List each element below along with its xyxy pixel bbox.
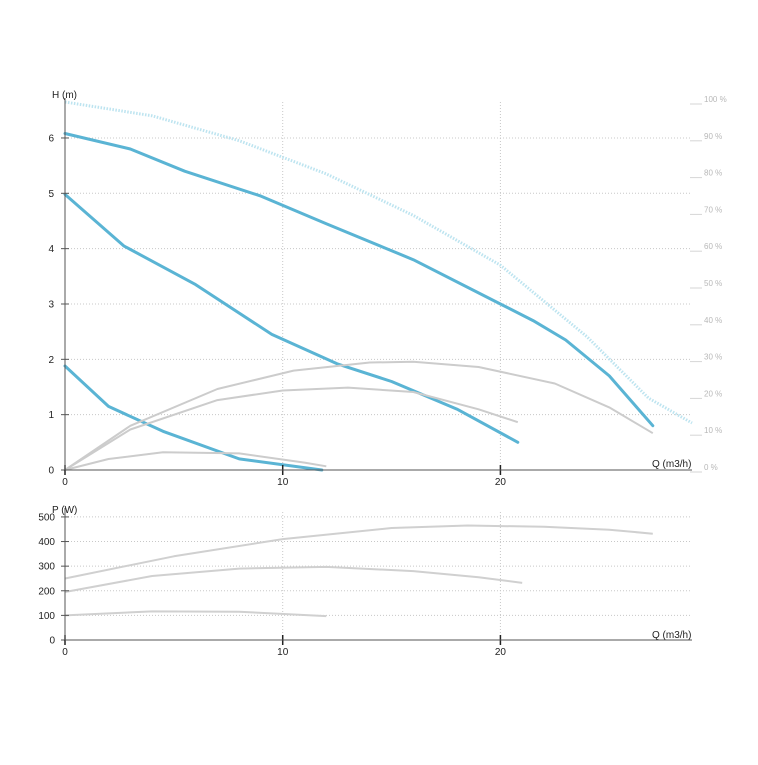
head-x-axis-label: Q (m3/h)	[652, 459, 691, 470]
efficiency-curve	[64, 386, 519, 471]
y2-tick-label: 90 %	[704, 132, 722, 141]
power-chart-series	[64, 524, 653, 618]
x-tick-label: 10	[277, 477, 289, 488]
y2-tick-label: 100 %	[704, 95, 727, 104]
y2-tick-label: 10 %	[704, 426, 722, 435]
x-tick-label: 0	[62, 477, 68, 488]
y2-tick-label: 80 %	[704, 169, 722, 178]
power-chart-axes: 0 100 200 300 400 500 0 10 20	[38, 508, 692, 658]
x-tick-label: 20	[495, 647, 507, 658]
y-tick-label: 0	[48, 466, 54, 477]
y-tick-label: 5	[48, 189, 54, 200]
power-curve	[64, 565, 523, 593]
y-tick-label: 2	[48, 355, 54, 366]
y-tick-label: 3	[48, 299, 54, 310]
y2-tick-label: 20 %	[704, 389, 722, 398]
y2-tick-label: 70 %	[704, 205, 722, 214]
power-y-axis-label: P (W)	[52, 505, 77, 516]
y-tick-label: 1	[48, 410, 54, 421]
power-curve	[64, 610, 327, 618]
head-curve	[63, 132, 655, 428]
y-tick-label: 100	[38, 611, 55, 622]
power-x-axis-label: Q (m3/h)	[652, 630, 691, 641]
y2-tick-label: 0 %	[704, 463, 718, 472]
head-chart-grid	[65, 102, 692, 470]
x-tick-label: 10	[277, 647, 289, 658]
head-flow-chart: 0 1 2 3 4 5 6 0 10 20 0 % 10 % 20 % 30 % 40 % 50 % 60 % 7…	[48, 90, 726, 488]
y2-tick-label: 50 %	[704, 279, 722, 288]
efficiency-curve	[64, 451, 327, 471]
y-tick-label: 400	[38, 537, 55, 548]
y-tick-label: 0	[49, 636, 55, 647]
y2-tick-label: 30 %	[704, 353, 722, 362]
y-tick-label: 300	[38, 562, 55, 573]
head-chart-axes: 0 1 2 3 4 5 6 0 10 20 0 % 10 % 20 % 30 % 40 % 50 % 60 % 7…	[48, 95, 726, 488]
power-chart-grid	[65, 512, 692, 640]
x-tick-label: 20	[495, 477, 507, 488]
y-tick-label: 4	[48, 244, 54, 255]
head-curve	[63, 192, 520, 444]
y2-tick-label: 40 %	[704, 316, 722, 325]
power-curve	[64, 524, 653, 580]
head-y-axis-label: H (m)	[52, 90, 77, 101]
head-chart-series	[63, 100, 693, 472]
head-curve	[63, 364, 324, 472]
x-tick-label: 0	[62, 647, 68, 658]
y-tick-label: 6	[48, 133, 54, 144]
y-tick-label: 200	[38, 586, 55, 597]
efficiency-curve	[64, 360, 654, 471]
y-tick-label: 500	[38, 512, 55, 523]
max_head-curve	[64, 100, 693, 425]
y2-tick-label: 60 %	[704, 242, 722, 251]
power-flow-chart: 0 100 200 300 400 500 0 10 20 P (W) Q (m3/h)	[38, 505, 692, 658]
